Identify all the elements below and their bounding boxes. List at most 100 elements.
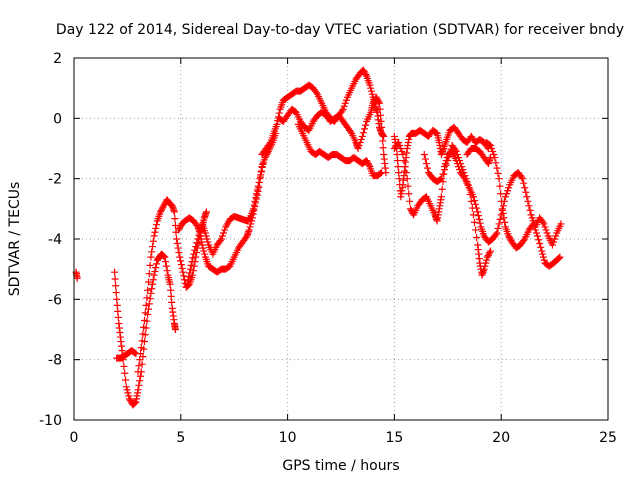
data-point	[501, 218, 509, 226]
data-point	[499, 202, 507, 210]
series-s7	[294, 120, 386, 180]
data-point	[147, 253, 155, 261]
data-point	[179, 268, 187, 276]
data-point	[438, 185, 446, 193]
data-point	[126, 396, 134, 404]
data-point	[141, 309, 149, 317]
data-point	[548, 241, 556, 249]
data-point	[261, 154, 269, 162]
data-point	[486, 249, 494, 257]
data-point	[485, 250, 493, 258]
x-tick-label: 25	[599, 430, 617, 446]
data-point	[527, 211, 535, 219]
data-point	[406, 205, 414, 213]
data-point	[475, 212, 483, 220]
data-point	[483, 253, 491, 261]
data-point	[405, 190, 413, 198]
data-point	[347, 128, 355, 136]
data-point	[495, 220, 503, 228]
data-point	[145, 300, 153, 308]
data-point	[467, 197, 475, 205]
data-point	[446, 149, 454, 157]
data-point	[373, 95, 381, 103]
data-point	[539, 218, 547, 226]
data-point	[519, 175, 527, 183]
data-point	[537, 243, 545, 251]
data-point	[194, 235, 202, 243]
data-point	[481, 262, 489, 270]
series-s1	[111, 250, 179, 409]
data-point	[201, 250, 209, 258]
data-point	[111, 275, 119, 283]
data-point	[464, 181, 472, 189]
data-point	[374, 96, 382, 104]
data-point	[159, 252, 167, 260]
data-point	[259, 160, 267, 168]
data-point	[366, 81, 374, 89]
data-point	[397, 145, 405, 152]
data-point	[393, 151, 401, 159]
data-point	[124, 389, 132, 397]
series-s10	[420, 141, 495, 279]
data-point	[456, 157, 464, 165]
data-point	[396, 141, 404, 149]
data-point	[520, 179, 528, 187]
data-point	[365, 161, 373, 169]
data-point	[530, 223, 538, 231]
y-tick-label: 0	[53, 111, 62, 127]
grid	[74, 58, 608, 420]
data-point	[468, 204, 476, 212]
data-point	[258, 163, 266, 171]
data-point	[144, 286, 152, 294]
data-point	[494, 169, 502, 177]
data-point	[140, 316, 148, 324]
data-point	[144, 278, 152, 286]
data-point	[168, 298, 176, 306]
data-point	[245, 226, 253, 234]
data-point	[130, 399, 138, 407]
data-point	[193, 221, 201, 229]
data-point	[161, 200, 169, 208]
series-s9	[390, 138, 565, 249]
data-point	[463, 178, 471, 186]
data-point	[451, 146, 459, 154]
data-point	[166, 280, 174, 288]
data-point	[134, 386, 142, 394]
data-point	[540, 220, 548, 228]
series-s1b	[113, 347, 140, 362]
data-point	[187, 261, 195, 269]
data-point	[497, 190, 505, 198]
data-point	[378, 130, 386, 138]
data-point	[424, 164, 432, 172]
data-point	[359, 129, 367, 137]
data-point	[367, 84, 375, 92]
data-point	[493, 164, 501, 172]
data-point	[173, 235, 181, 243]
data-point	[176, 223, 184, 231]
data-point	[113, 295, 121, 303]
data-point	[171, 326, 179, 333]
data-point	[487, 141, 495, 149]
y-tick-label: -10	[39, 413, 62, 429]
data-point	[399, 151, 407, 159]
data-point	[200, 247, 208, 255]
data-point	[357, 135, 365, 143]
data-point	[473, 233, 481, 241]
data-point	[460, 169, 468, 177]
data-point	[487, 154, 495, 162]
data-point	[378, 123, 386, 131]
data-point	[482, 259, 490, 267]
data-point	[556, 253, 564, 261]
data-point	[149, 237, 157, 245]
data-point	[541, 223, 549, 231]
data-point	[122, 383, 130, 391]
data-point	[505, 184, 513, 192]
data-point	[444, 157, 452, 165]
data-point	[398, 148, 406, 156]
data-point	[363, 158, 371, 166]
data-point	[432, 129, 440, 137]
data-point	[452, 148, 460, 156]
data-point	[341, 99, 349, 107]
data-point	[120, 362, 128, 370]
data-point	[472, 200, 480, 208]
